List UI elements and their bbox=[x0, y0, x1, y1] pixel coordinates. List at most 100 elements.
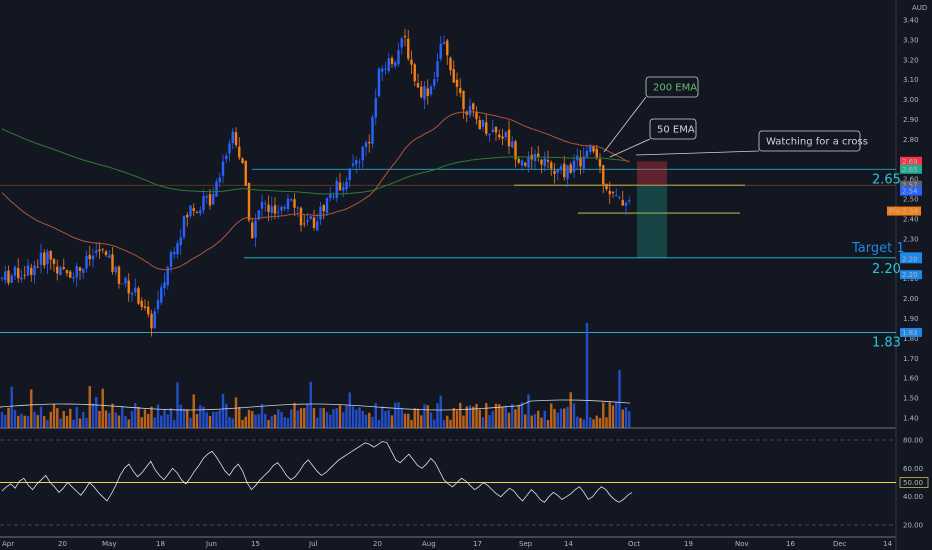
volume-bar bbox=[436, 403, 439, 428]
candle-body bbox=[400, 38, 403, 48]
candle-body bbox=[264, 203, 267, 204]
short-position-tool[interactable] bbox=[637, 161, 667, 258]
candle-body bbox=[195, 211, 199, 213]
volume-bar bbox=[176, 382, 179, 428]
volume-bar bbox=[173, 419, 176, 428]
candle-body bbox=[280, 206, 283, 211]
volume-bar bbox=[134, 402, 137, 428]
price-tick-label: 1.40 bbox=[903, 415, 919, 423]
candle-body bbox=[75, 266, 78, 278]
price-axis[interactable]: 3.403.303.203.103.002.902.802.702.602.50… bbox=[887, 17, 922, 423]
volume-bar bbox=[101, 388, 104, 428]
candle-body bbox=[540, 159, 543, 165]
volume-bar bbox=[215, 411, 218, 428]
candle-body bbox=[553, 170, 556, 175]
candle-body bbox=[423, 85, 426, 100]
candle-body bbox=[36, 266, 39, 268]
annotations[interactable]: 200 EMA 50 EMA Watching for a cross bbox=[603, 76, 868, 158]
time-axis[interactable]: Apr 20 May 18 Jun 15 Jul 20 Aug 17 Sep 14 Oct 19 Nov 16… bbox=[2, 540, 892, 548]
candle-body bbox=[397, 50, 400, 65]
candle-body bbox=[273, 205, 277, 214]
candle-body bbox=[303, 223, 306, 225]
candle-body bbox=[111, 254, 114, 272]
price-tick-label: 2.60 bbox=[903, 176, 919, 184]
candle-body bbox=[156, 300, 160, 309]
volume-bar bbox=[501, 406, 504, 428]
candle-body bbox=[179, 237, 182, 246]
candle-body bbox=[186, 214, 189, 218]
volume-bar bbox=[387, 410, 390, 428]
volume-bar bbox=[465, 406, 468, 428]
candle-body bbox=[270, 206, 273, 213]
volume-bar bbox=[49, 411, 52, 428]
price-badge-label: 1.83 bbox=[902, 329, 918, 337]
candle-body bbox=[52, 259, 56, 264]
ema200-callout-text: 200 EMA bbox=[653, 83, 697, 94]
candle-body bbox=[524, 162, 527, 166]
volume-bar bbox=[153, 417, 156, 428]
candle-body bbox=[381, 68, 384, 72]
candle-body bbox=[348, 168, 351, 181]
volume-bar bbox=[332, 409, 335, 428]
time-tick-label: Aug bbox=[422, 540, 436, 548]
volume-bar bbox=[491, 411, 494, 428]
candle-body bbox=[527, 156, 530, 168]
candle-body bbox=[189, 205, 192, 217]
candle-body bbox=[371, 117, 374, 144]
level-lines: 2.65 2.20 1.83 Target 1 bbox=[0, 168, 905, 350]
volume-bar bbox=[608, 402, 611, 428]
candle-body bbox=[611, 191, 615, 194]
volume-bar bbox=[143, 409, 147, 428]
volume-bar bbox=[59, 418, 62, 428]
volume-bar bbox=[433, 419, 436, 428]
volume-bar bbox=[65, 415, 69, 428]
volume-bar bbox=[166, 414, 169, 428]
ema50-callout-box bbox=[649, 118, 697, 140]
candle-body bbox=[43, 252, 46, 266]
volume-bar bbox=[579, 418, 582, 428]
candle-body bbox=[387, 58, 390, 72]
candle-body bbox=[72, 277, 75, 279]
price-tick-label: 3.10 bbox=[903, 76, 919, 84]
candle-body bbox=[585, 150, 589, 158]
candle-body bbox=[114, 267, 117, 273]
volume-bar bbox=[33, 411, 36, 428]
volume-bar bbox=[10, 386, 13, 428]
candle-body bbox=[589, 145, 592, 152]
candlestick-series bbox=[0, 28, 631, 337]
volume-bar bbox=[394, 402, 397, 428]
volume-bar bbox=[247, 409, 251, 428]
volume-bar bbox=[251, 411, 254, 428]
candle-body bbox=[231, 131, 234, 144]
candle-body bbox=[488, 133, 491, 136]
volume-bar bbox=[556, 412, 559, 428]
candle-body bbox=[384, 68, 387, 70]
candle-body bbox=[69, 271, 72, 278]
candle-body bbox=[101, 248, 104, 250]
volume-bar bbox=[17, 415, 20, 428]
volume-bar bbox=[179, 404, 182, 428]
volume-bar bbox=[208, 415, 212, 428]
candle-body bbox=[624, 202, 628, 206]
volume-bar bbox=[517, 404, 520, 428]
level-label: 2.65 bbox=[872, 172, 901, 187]
volume-bar bbox=[195, 414, 199, 428]
volume-bar bbox=[88, 386, 91, 428]
volume-bar bbox=[205, 412, 208, 428]
candle-body bbox=[49, 250, 52, 260]
candle-body bbox=[247, 182, 251, 221]
volume-bar bbox=[46, 419, 49, 428]
candle-body bbox=[286, 198, 290, 210]
volume-bar bbox=[602, 402, 605, 428]
volume-bar bbox=[36, 415, 39, 428]
candle-body bbox=[507, 129, 511, 147]
candle-body bbox=[537, 153, 540, 158]
volume-bar bbox=[312, 408, 316, 428]
price-badge bbox=[900, 270, 922, 280]
price-tick-label: 2.80 bbox=[903, 136, 919, 144]
volume-bar bbox=[277, 409, 280, 428]
volume-bar bbox=[78, 418, 82, 428]
rsi-tick-label: 80.00 bbox=[903, 437, 923, 445]
time-tick-label: 18 bbox=[156, 540, 165, 548]
